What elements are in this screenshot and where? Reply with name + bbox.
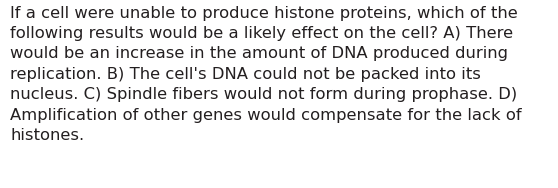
- Text: If a cell were unable to produce histone proteins, which of the
following result: If a cell were unable to produce histone…: [10, 6, 522, 143]
